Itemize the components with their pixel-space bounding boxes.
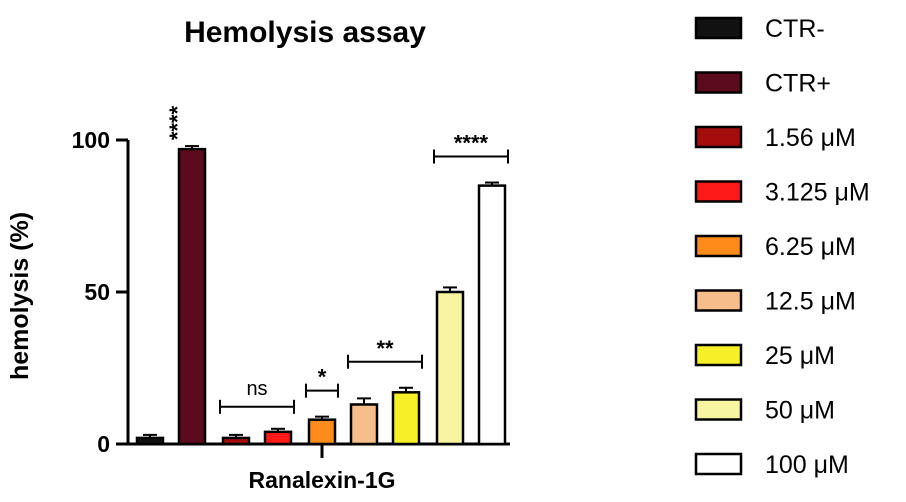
y-tick-label: 100 — [72, 127, 110, 153]
legend-label-4: 6.25 μM — [765, 233, 856, 261]
legend-label-8: 100 μM — [765, 451, 849, 479]
legend-label-5: 12.5 μM — [765, 288, 856, 316]
legend: CTR- CTR+ 1.56 μM 3.125 μM 6.25 μM 12.5 μM 25 … — [694, 15, 870, 479]
significance-label: ns — [246, 378, 267, 400]
bar-8 — [477, 184, 507, 446]
legend-swatch-6 — [694, 343, 743, 367]
legend-swatch-5 — [694, 289, 743, 312]
significance-label: **** — [165, 105, 190, 140]
significance-label: **** — [454, 131, 489, 156]
bar-2 — [221, 436, 251, 446]
bars — [135, 145, 507, 446]
chart-title: Hemolysis assay — [184, 16, 426, 49]
bar-5 — [349, 403, 379, 446]
y-axis-title: hemolysis (%) — [6, 212, 34, 380]
legend-swatch-3 — [694, 180, 743, 203]
bar-1 — [177, 147, 207, 446]
legend-label-6: 25 μM — [765, 342, 835, 370]
y-ticks: 0 50 100 — [72, 127, 128, 457]
bar-0 — [135, 436, 165, 446]
legend-label-1: CTR+ — [765, 70, 831, 98]
legend-swatch-1 — [694, 71, 743, 94]
legend-swatch-7 — [694, 398, 743, 421]
bar-4 — [307, 418, 337, 446]
y-tick-label: 0 — [97, 431, 110, 457]
y-tick-label: 50 — [84, 279, 110, 305]
bar-7 — [435, 290, 465, 446]
bar-6 — [391, 391, 421, 446]
legend-label-7: 50 μM — [765, 397, 835, 425]
x-axis-label: Ranalexin-1G — [249, 467, 396, 493]
legend-label-0: CTR- — [765, 15, 825, 43]
legend-swatch-4 — [694, 234, 743, 258]
significance-annotations: ****ns ******* — [165, 105, 509, 414]
legend-swatch-2 — [694, 125, 743, 149]
significance-label: * — [318, 365, 327, 390]
legend-label-2: 1.56 μM — [765, 124, 856, 152]
legend-label-3: 3.125 μM — [765, 179, 870, 207]
legend-swatch-8 — [694, 452, 743, 476]
significance-label: ** — [376, 336, 394, 361]
legend-swatch-0 — [694, 16, 743, 40]
bar-3 — [263, 430, 293, 446]
